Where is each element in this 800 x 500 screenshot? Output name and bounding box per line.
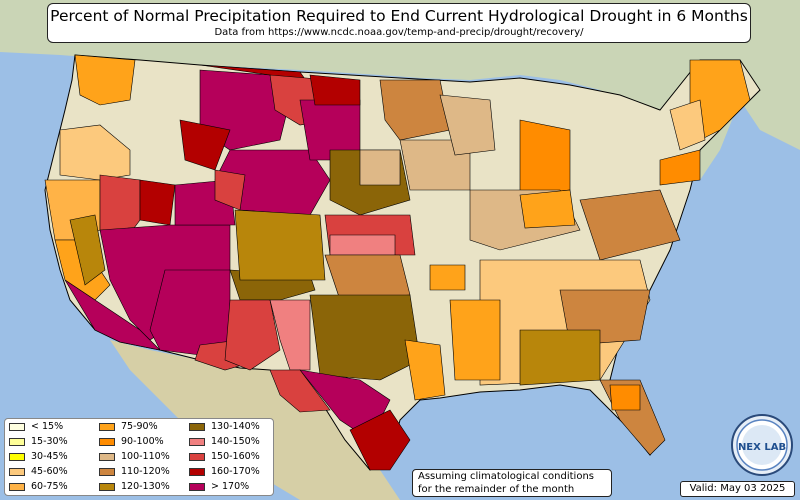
legend-label: 15-30% bbox=[31, 436, 68, 447]
legend-swatch bbox=[189, 452, 205, 461]
region-wi-tan bbox=[439, 94, 496, 156]
legend-item: 130-140% bbox=[189, 421, 260, 432]
legend-item: 90-100% bbox=[99, 436, 164, 447]
region-nd-dark bbox=[309, 74, 361, 106]
legend-label: 75-90% bbox=[121, 421, 158, 432]
legend-label: 110-120% bbox=[121, 466, 170, 477]
legend-item: 30-45% bbox=[9, 451, 68, 462]
gulf-water bbox=[400, 390, 620, 470]
region-nevada-dark bbox=[139, 179, 176, 226]
legend-swatch bbox=[9, 467, 25, 476]
legend-label: 60-75% bbox=[31, 481, 68, 492]
region-pacific-nw-orange bbox=[74, 54, 136, 106]
legend-label: 130-140% bbox=[211, 421, 260, 432]
region-minnesota bbox=[379, 79, 451, 141]
legend-label: < 15% bbox=[31, 421, 64, 432]
legend-swatch bbox=[189, 467, 205, 476]
legend-swatch bbox=[9, 422, 25, 431]
region-tx-south-red bbox=[349, 409, 411, 471]
region-tx-brown bbox=[309, 294, 421, 381]
logo-text: NEX LAB bbox=[738, 442, 786, 453]
assumption-note: Assuming climatological conditions for t… bbox=[412, 469, 612, 497]
legend-swatch bbox=[189, 482, 205, 491]
legend-item: 100-110% bbox=[99, 451, 170, 462]
legend-swatch bbox=[189, 437, 205, 446]
region-ar-orange bbox=[429, 264, 466, 291]
page-title: Percent of Normal Precipitation Required… bbox=[50, 7, 748, 25]
legend-swatch bbox=[9, 452, 25, 461]
region-ks-pink bbox=[329, 234, 396, 256]
region-fl-orange bbox=[609, 384, 641, 411]
region-ms-orange bbox=[449, 299, 501, 381]
region-oregon-tan bbox=[59, 124, 131, 181]
region-in-orange bbox=[519, 189, 576, 229]
region-michigan-orange bbox=[519, 119, 571, 196]
legend-item: 45-60% bbox=[9, 466, 68, 477]
legend-label: 45-60% bbox=[31, 466, 68, 477]
note-line-2: for the remainder of the month bbox=[418, 483, 575, 495]
title-box: Percent of Normal Precipitation Required… bbox=[47, 3, 751, 43]
legend-swatch bbox=[9, 437, 25, 446]
legend-swatch bbox=[99, 482, 115, 491]
legend-swatch bbox=[189, 422, 205, 431]
legend-swatch bbox=[99, 422, 115, 431]
region-tx-red bbox=[269, 369, 331, 413]
canada-land bbox=[0, 0, 800, 180]
nexlab-logo-icon: NEX LAB bbox=[731, 414, 793, 476]
region-ne-tan bbox=[359, 149, 401, 186]
legend-item: 150-160% bbox=[189, 451, 260, 462]
region-ne-tan2 bbox=[669, 99, 706, 151]
legend-item: 60-75% bbox=[9, 481, 68, 492]
legend-item: 120-130% bbox=[99, 481, 170, 492]
legend-item: 15-30% bbox=[9, 436, 68, 447]
legend-item: 160-170% bbox=[189, 466, 260, 477]
legend-label: 160-170% bbox=[211, 466, 260, 477]
region-georgia bbox=[519, 329, 601, 386]
legend-label: 90-100% bbox=[121, 436, 164, 447]
legend-swatch bbox=[9, 482, 25, 491]
legend-label: 100-110% bbox=[121, 451, 170, 462]
legend-item: > 170% bbox=[189, 481, 249, 492]
legend-item: < 15% bbox=[9, 421, 63, 432]
region-nm-red bbox=[224, 299, 281, 371]
legend-swatch bbox=[99, 437, 115, 446]
region-az-magenta bbox=[149, 269, 231, 356]
region-tx-east-orange bbox=[404, 339, 446, 401]
legend-swatch bbox=[99, 467, 115, 476]
legend-label: 30-45% bbox=[31, 451, 68, 462]
legend-label: 150-160% bbox=[211, 451, 260, 462]
valid-date-label: Valid: May 03 2025 bbox=[680, 481, 795, 497]
drought-regions bbox=[44, 54, 751, 471]
legend-label: > 170% bbox=[211, 481, 250, 492]
region-co-brown bbox=[234, 209, 326, 281]
legend-item: 75-90% bbox=[99, 421, 158, 432]
legend-label: 140-150% bbox=[211, 436, 260, 447]
region-ok bbox=[324, 254, 411, 301]
region-appalachia bbox=[579, 189, 681, 261]
region-cal-valley bbox=[69, 214, 106, 286]
legend: < 15% 15-30% 30-45% 45-60% 60-75% 75-90% 90-10… bbox=[4, 418, 274, 496]
region-ny-orange bbox=[659, 149, 701, 186]
legend-swatch bbox=[99, 452, 115, 461]
legend-item: 140-150% bbox=[189, 436, 260, 447]
page-subtitle: Data from https://www.ncdc.noaa.gov/temp… bbox=[214, 27, 584, 38]
legend-label: 120-130% bbox=[121, 481, 170, 492]
note-line-1: Assuming climatological conditions bbox=[418, 471, 594, 482]
legend-item: 110-120% bbox=[99, 466, 170, 477]
